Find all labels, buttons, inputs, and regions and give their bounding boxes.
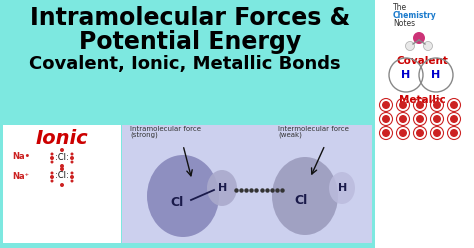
Circle shape <box>423 41 432 51</box>
FancyBboxPatch shape <box>122 125 372 243</box>
Circle shape <box>433 129 441 137</box>
Circle shape <box>450 101 458 109</box>
Text: Intramolecular force: Intramolecular force <box>130 126 201 132</box>
Circle shape <box>71 153 73 155</box>
Text: Potential Energy: Potential Energy <box>79 30 301 54</box>
Text: Na•: Na• <box>12 152 30 161</box>
Text: Intramolecular Forces &: Intramolecular Forces & <box>30 6 350 30</box>
Circle shape <box>51 172 54 175</box>
Circle shape <box>60 167 64 171</box>
Ellipse shape <box>329 172 355 204</box>
Circle shape <box>382 101 390 109</box>
Circle shape <box>51 153 54 155</box>
Circle shape <box>70 175 74 179</box>
Text: Intermolecular force: Intermolecular force <box>278 126 349 132</box>
Circle shape <box>433 115 441 123</box>
Ellipse shape <box>272 157 338 235</box>
Circle shape <box>450 129 458 137</box>
Text: Covalent, Ionic, Metallic Bonds: Covalent, Ionic, Metallic Bonds <box>29 55 341 73</box>
Text: (strong): (strong) <box>130 132 158 138</box>
Circle shape <box>71 172 73 175</box>
Circle shape <box>416 101 424 109</box>
Circle shape <box>399 129 407 137</box>
Circle shape <box>382 129 390 137</box>
Ellipse shape <box>147 155 219 237</box>
Circle shape <box>399 101 407 109</box>
Text: H: H <box>219 183 228 193</box>
Text: (weak): (weak) <box>278 132 302 138</box>
Text: Na⁺: Na⁺ <box>12 172 29 181</box>
Text: :Cl:: :Cl: <box>55 172 69 181</box>
Circle shape <box>60 164 64 168</box>
Circle shape <box>405 41 414 51</box>
Circle shape <box>51 160 54 163</box>
Circle shape <box>413 32 425 44</box>
Circle shape <box>450 115 458 123</box>
FancyBboxPatch shape <box>375 0 474 248</box>
Text: Covalent: Covalent <box>396 56 448 66</box>
Ellipse shape <box>207 170 237 206</box>
Text: H: H <box>431 70 441 80</box>
Text: Cl: Cl <box>294 193 308 207</box>
Circle shape <box>50 156 54 160</box>
Circle shape <box>416 115 424 123</box>
FancyBboxPatch shape <box>3 125 121 243</box>
Text: H: H <box>401 70 410 80</box>
Text: Ionic: Ionic <box>36 129 88 148</box>
Text: Cl: Cl <box>170 195 183 209</box>
Circle shape <box>416 129 424 137</box>
Circle shape <box>433 101 441 109</box>
Circle shape <box>71 160 73 163</box>
Text: Chemistry: Chemistry <box>393 11 437 20</box>
Circle shape <box>399 115 407 123</box>
Text: :Cl:: :Cl: <box>55 153 69 161</box>
Circle shape <box>71 180 73 183</box>
Text: H: H <box>338 183 347 193</box>
Text: Notes: Notes <box>393 19 415 28</box>
Circle shape <box>50 175 54 179</box>
Text: Metallic: Metallic <box>399 95 446 105</box>
Circle shape <box>70 156 74 160</box>
Circle shape <box>51 180 54 183</box>
Text: The: The <box>393 3 407 12</box>
Circle shape <box>60 183 64 187</box>
Circle shape <box>60 148 64 152</box>
Circle shape <box>382 115 390 123</box>
